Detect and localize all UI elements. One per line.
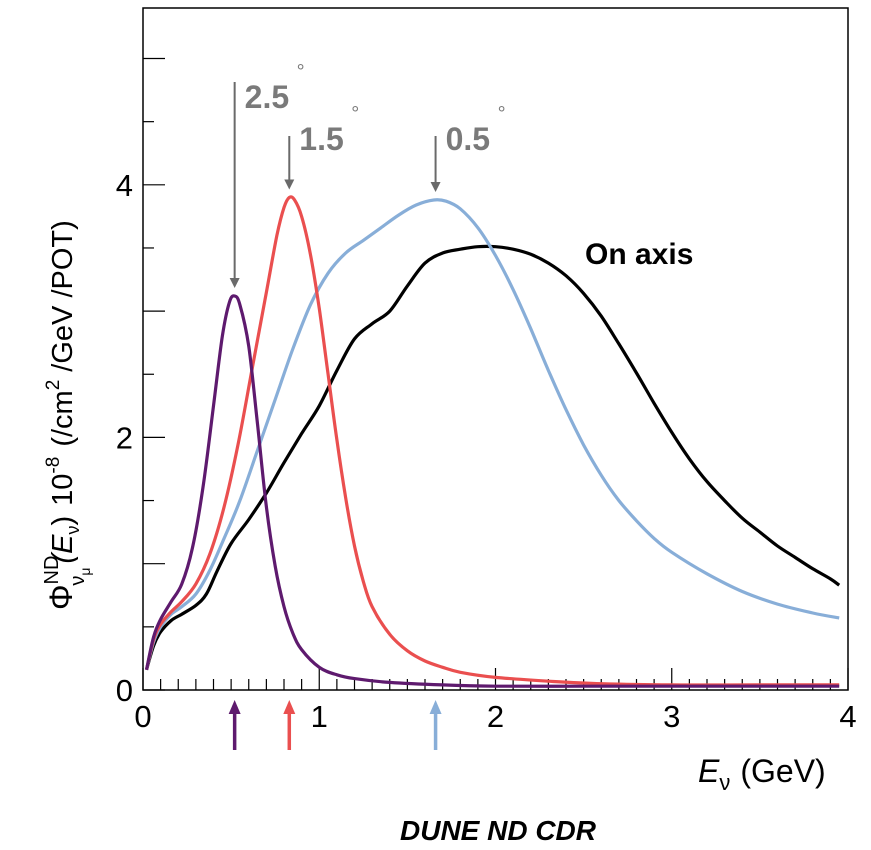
- annotation-arrow-head: [430, 181, 441, 192]
- axis-marker-head: [283, 700, 296, 714]
- annotation-degree: °: [351, 103, 359, 125]
- annotation-degree: °: [498, 103, 506, 125]
- y-axis-arg-close: ): [47, 516, 79, 526]
- x-tick-label: 2: [487, 699, 504, 734]
- x-tick-label: 3: [663, 699, 680, 734]
- y-axis-sub: ν: [67, 576, 89, 586]
- series-line-3: [144, 294, 840, 688]
- y-axis-arg-sub: ν: [63, 526, 83, 535]
- series-label-on-axis: On axis: [585, 238, 693, 271]
- y-axis-unit-b: /GeV /POT): [47, 220, 79, 371]
- y-axis-label: ΦND νμ(Eν)10-8(/cm2/GeV /POT): [41, 220, 93, 610]
- annotation-label: 2.5: [245, 79, 289, 115]
- series-line-2: [144, 195, 840, 687]
- y-axis-scale-exp: -8: [43, 457, 64, 474]
- annotation-degree: °: [297, 61, 305, 83]
- y-axis-unit-a: (/cm: [47, 390, 79, 446]
- series-layer: [144, 195, 841, 688]
- y-axis-phi: Φ: [43, 584, 79, 610]
- x-axis-unit: (GeV): [740, 753, 825, 789]
- y-axis-scale: 10: [47, 474, 79, 506]
- y-tick-label: 0: [116, 673, 133, 708]
- x-tick-label: 4: [839, 699, 856, 734]
- y-axis-subsub: μ: [77, 568, 93, 576]
- x-axis-label: Eν (GeV): [698, 753, 826, 795]
- tick-labels: 0 1 2 3 4 0 2 4: [116, 168, 857, 734]
- y-axis-unit-exp: 2: [43, 380, 64, 391]
- chart-subtitle: DUNE ND CDR: [400, 815, 597, 846]
- x-axis-var-sub: ν: [719, 770, 730, 795]
- annotation-label: 1.5: [299, 121, 343, 157]
- series-line-1: [144, 198, 840, 671]
- series-line-0: [144, 244, 841, 671]
- x-tick-label: 0: [134, 699, 151, 734]
- y-tick-label: 4: [116, 168, 133, 203]
- axis-marker-head: [429, 700, 442, 714]
- annotation-arrow-head: [229, 277, 240, 288]
- y-axis-arg: (E: [47, 534, 79, 564]
- axis-ticks: [142, 57, 849, 691]
- axis-marker-head: [228, 700, 241, 714]
- y-tick-label: 2: [116, 420, 133, 455]
- annotation-label: 0.5: [446, 121, 490, 157]
- x-axis-var: E: [698, 753, 720, 789]
- annotation-layer: 2.5 ° 1.5 ° 0.5 °: [228, 61, 506, 750]
- y-axis-sup: ND: [41, 556, 63, 585]
- x-tick-label: 1: [311, 699, 328, 734]
- annotation-arrow-head: [284, 179, 295, 190]
